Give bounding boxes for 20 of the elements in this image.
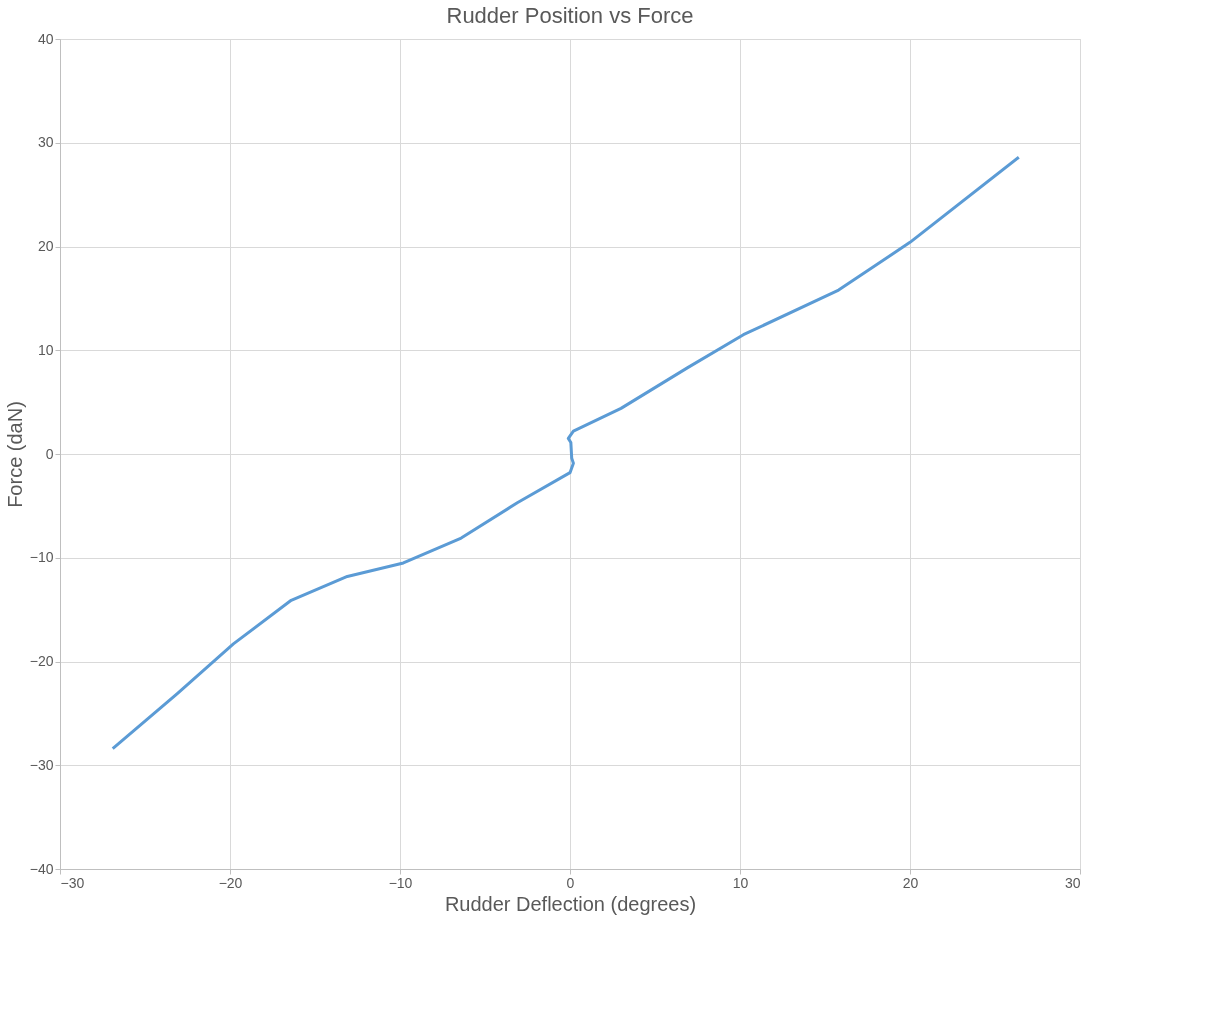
x-tick-label: 20 — [902, 874, 919, 891]
x-tick-label: −10 — [388, 874, 413, 891]
y-tick-label: −30 — [29, 756, 54, 773]
y-tick-label: 20 — [37, 238, 54, 254]
y-tick-label: −40 — [29, 860, 54, 877]
x-tick-label: −30 — [60, 874, 85, 891]
x-tick-label: 10 — [732, 874, 749, 891]
y-axis-title: Force (daN) — [3, 401, 26, 508]
y-tick-label: 30 — [37, 134, 54, 151]
y-tick-label: 10 — [37, 341, 54, 358]
x-axis-title: Rudder Deflection (degrees) — [444, 892, 697, 915]
x-tick-label: 30 — [1064, 874, 1081, 891]
y-tick-label: 0 — [45, 445, 54, 462]
y-tick-label: −20 — [29, 653, 54, 669]
y-tick-label: 40 — [37, 30, 54, 47]
line-series — [111, 155, 1021, 751]
x-tick-label: −20 — [218, 874, 243, 891]
y-tick-label: −10 — [29, 549, 54, 566]
x-tick-label: 0 — [566, 874, 575, 891]
chart-title: Rudder Position vs Force — [446, 3, 694, 28]
